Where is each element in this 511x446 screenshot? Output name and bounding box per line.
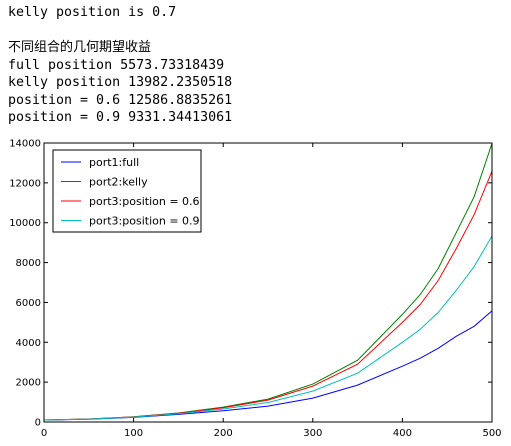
y-tick-label: 8000 bbox=[16, 258, 41, 269]
y-tick-label: 14000 bbox=[9, 139, 41, 150]
position-09-line: position = 0.9 9331.34413061 bbox=[8, 110, 233, 125]
console-output: kelly position is 0.7 不同组合的几何期望收益 full p… bbox=[8, 4, 232, 127]
plot-frame bbox=[43, 142, 493, 423]
x-tick-label: 500 bbox=[482, 428, 501, 439]
x-tick-label: 400 bbox=[393, 428, 412, 439]
full-position-line: full position 5573.73318439 bbox=[8, 57, 225, 73]
x-tick-label: 0 bbox=[41, 428, 47, 439]
y-tick-label: 6000 bbox=[16, 298, 41, 309]
y-tick-label: 0 bbox=[35, 418, 41, 429]
y-tick-label: 2000 bbox=[16, 378, 41, 389]
position-06-line: position = 0.6 12586.8835261 bbox=[8, 92, 233, 108]
legend-label: port2:kelly bbox=[89, 176, 148, 189]
y-tick-label: 10000 bbox=[9, 218, 41, 229]
series-line-1 bbox=[43, 310, 493, 421]
growth-chart: 0 100 200 300 400 500 0 2000 4000 6000 8000 10000 12… bbox=[9, 139, 501, 440]
blank-line bbox=[8, 22, 232, 40]
kelly-position-line: kelly position is 0.7 bbox=[8, 5, 177, 20]
x-tick-label: 300 bbox=[303, 428, 322, 439]
legend-label: port1:full bbox=[89, 156, 139, 169]
x-tick-label: 100 bbox=[124, 428, 143, 439]
expected-return-heading: 不同组合的几何期望收益 bbox=[8, 40, 152, 55]
legend-label: port3:position = 0.9 bbox=[89, 215, 200, 228]
kelly-value-line: kelly position 13982.2350518 bbox=[8, 75, 233, 90]
legend-box bbox=[52, 149, 202, 233]
legend-label: port3:position = 0.6 bbox=[89, 195, 200, 208]
x-tick-label: 200 bbox=[214, 428, 233, 439]
y-tick-label: 12000 bbox=[9, 178, 41, 189]
series-line-4 bbox=[43, 235, 493, 421]
y-tick-label: 4000 bbox=[16, 338, 41, 349]
